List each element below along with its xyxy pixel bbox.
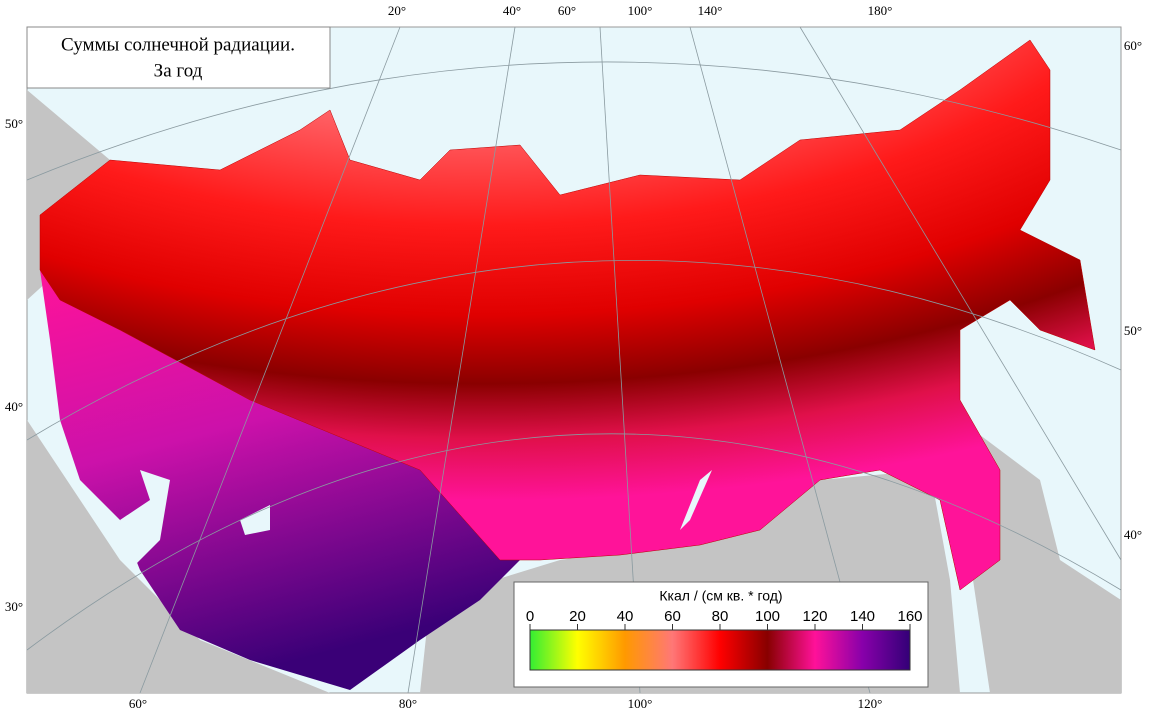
graticule-label: 40° (1124, 527, 1142, 542)
parallel (26, 260, 1122, 441)
legend-tick-label: 100 (755, 608, 780, 625)
legend-ticks: 0 20 40 60 80 100 120 140 160 (526, 608, 923, 630)
graticule-label: 80° (399, 696, 417, 711)
legend-tick-label: 120 (802, 608, 827, 625)
graticule-label: 140° (698, 3, 723, 18)
graticule-label: 180° (868, 3, 893, 18)
title-line: Суммы солнечной радиации. (61, 34, 295, 55)
graticule-label: 60° (1124, 38, 1142, 53)
legend-tick-label: 140 (850, 608, 875, 625)
legend-tick-label: 80 (712, 608, 729, 625)
graticule-label: 40° (503, 3, 521, 18)
title-line: За год (154, 60, 203, 81)
graticule-label: 60° (129, 696, 147, 711)
meridian (407, 26, 516, 694)
graticule-label: 60° (558, 3, 576, 18)
graticule-label: 40° (5, 399, 23, 414)
legend-title: Ккал / (см кв. * год) (659, 588, 782, 604)
russia (39, 39, 1096, 591)
graticule-label: 120° (858, 696, 883, 711)
legend-tick-label: 0 (526, 608, 534, 625)
graticule-labels: 20° 40° 60° 100° 140° 180° 60° 80° 100° 120° 50° 40… (5, 3, 1142, 711)
legend-tick-label: 40 (617, 608, 634, 625)
graticule-label: 30° (5, 599, 23, 614)
colorbar (529, 629, 911, 671)
meridian (799, 26, 1122, 561)
graticule-label: 100° (628, 696, 653, 711)
graticule-label: 50° (5, 116, 23, 131)
graticule-label: 20° (388, 3, 406, 18)
meridian (139, 26, 401, 694)
aral-sea (240, 505, 270, 535)
parallel (26, 433, 1122, 651)
land-southwest (27, 420, 330, 693)
legend-tick-label: 20 (569, 608, 586, 625)
parallel (26, 61, 1122, 181)
caspian-sea (120, 470, 170, 570)
legend-tick-label: 60 (664, 608, 681, 625)
graticule-label: 50° (1124, 323, 1142, 338)
baikal (680, 470, 712, 530)
central-asia (40, 270, 520, 690)
legend-tick-label: 160 (897, 608, 922, 625)
graticule-label: 100° (628, 3, 653, 18)
title-box (26, 26, 331, 89)
